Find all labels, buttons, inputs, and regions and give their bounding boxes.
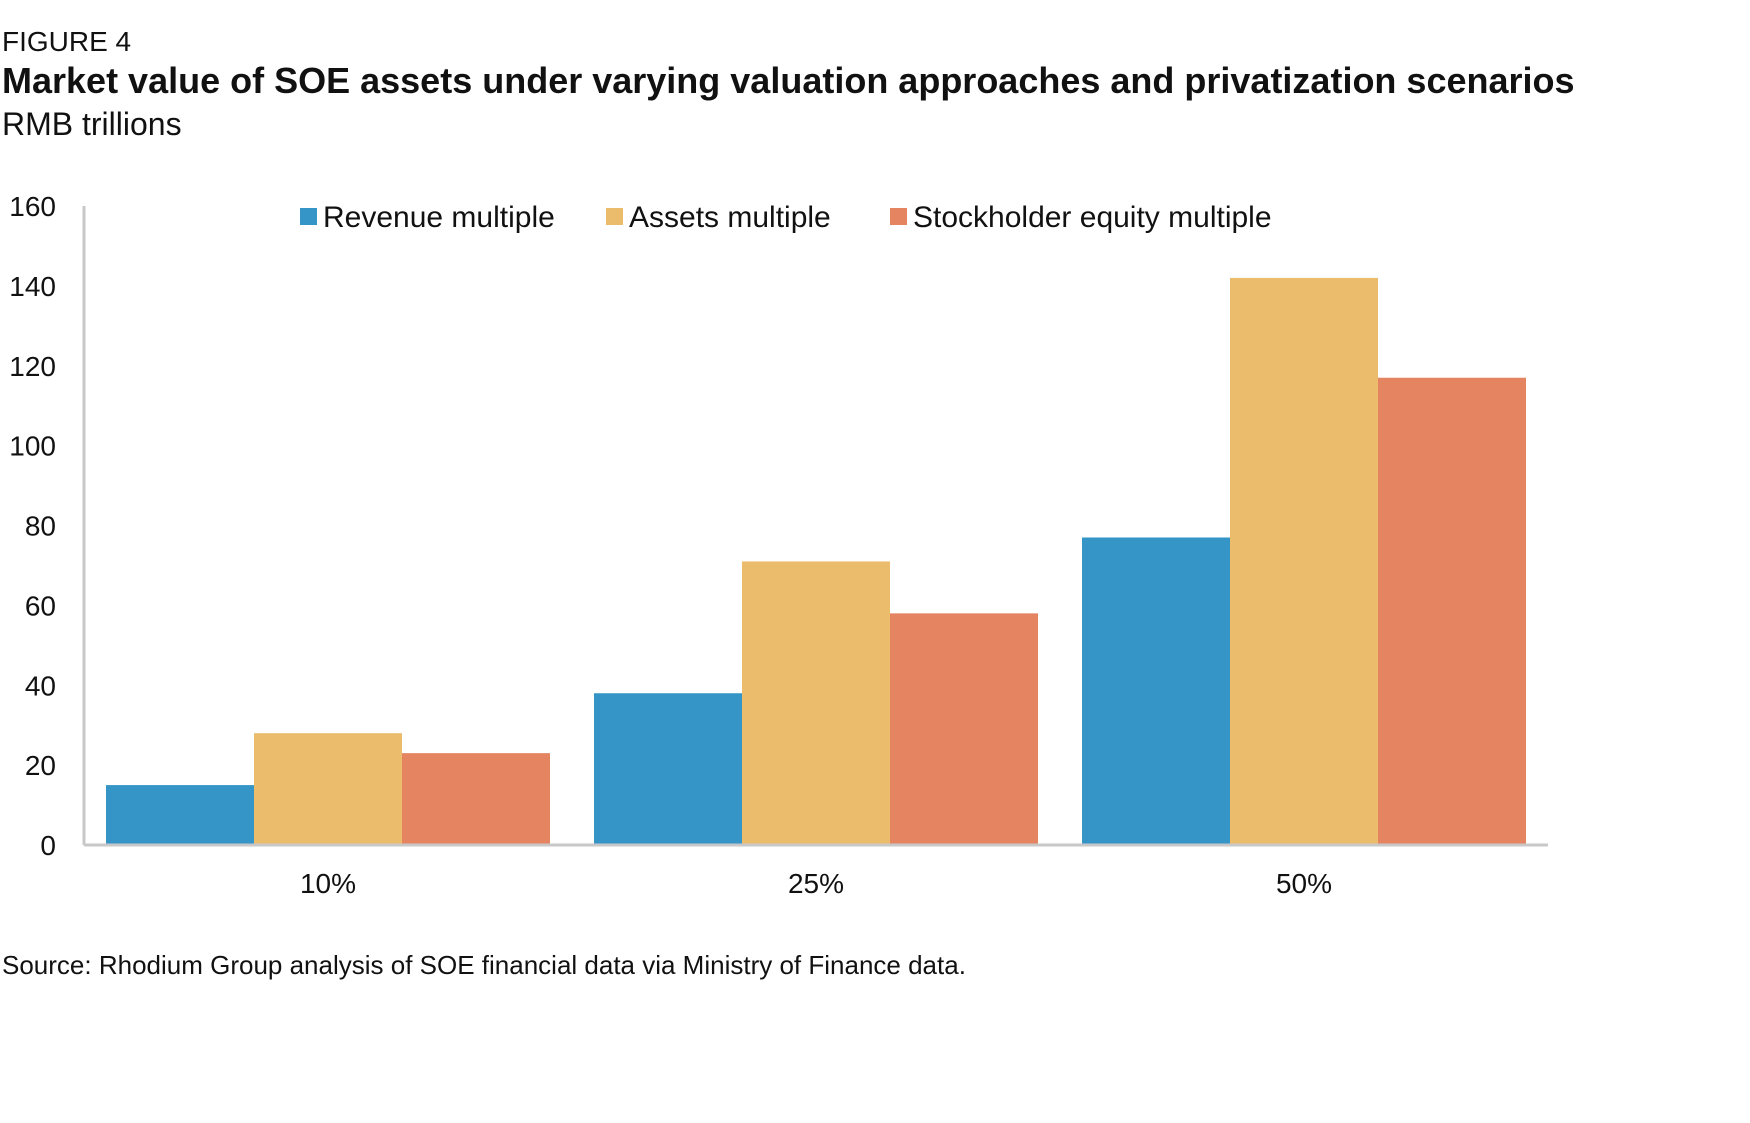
y-axis-ticks: 0 20 40 60 80 100 120 140 160 bbox=[9, 191, 56, 861]
bar-revenue-multiple-10pct bbox=[106, 785, 254, 845]
bar-assets-multiple-25pct bbox=[742, 561, 890, 845]
bars bbox=[106, 277, 1526, 845]
legend-swatch-revenue-multiple bbox=[300, 208, 317, 225]
y-tick-label: 120 bbox=[9, 351, 56, 382]
x-tick-label: 50% bbox=[1276, 868, 1332, 899]
x-tick-label: 25% bbox=[788, 868, 844, 899]
y-tick-label: 0 bbox=[40, 830, 56, 861]
legend-label-revenue-multiple: Revenue multiple bbox=[323, 201, 555, 234]
y-tick-label: 100 bbox=[9, 431, 56, 462]
y-tick-label: 20 bbox=[25, 750, 56, 781]
legend-label-assets-multiple: Assets multiple bbox=[629, 201, 831, 234]
y-tick-label: 140 bbox=[9, 271, 56, 302]
source-note: Source: Rhodium Group analysis of SOE fi… bbox=[2, 950, 966, 980]
bar-revenue-multiple-50pct bbox=[1082, 537, 1230, 845]
chart-subtitle: RMB trillions bbox=[2, 106, 182, 142]
x-axis-ticks: 10% 25% 50% bbox=[300, 868, 1332, 899]
bar-stockholder-equity-multiple-25pct bbox=[890, 613, 1038, 845]
bar-revenue-multiple-25pct bbox=[594, 693, 742, 845]
bar-assets-multiple-50pct bbox=[1230, 277, 1378, 845]
figure-label: FIGURE 4 bbox=[2, 26, 132, 57]
legend-label-stockholder-equity-multiple: Stockholder equity multiple bbox=[913, 201, 1272, 234]
y-tick-label: 60 bbox=[25, 590, 56, 621]
chart-title: Market value of SOE assets under varying… bbox=[2, 60, 1575, 101]
y-tick-label: 80 bbox=[25, 511, 56, 542]
bar-stockholder-equity-multiple-50pct bbox=[1378, 377, 1526, 845]
legend-swatch-assets-multiple bbox=[606, 208, 623, 225]
bar-stockholder-equity-multiple-10pct bbox=[402, 753, 550, 845]
y-tick-label: 160 bbox=[9, 191, 56, 222]
bar-assets-multiple-10pct bbox=[254, 733, 402, 845]
y-tick-label: 40 bbox=[25, 670, 56, 701]
legend-swatch-stockholder-equity-multiple bbox=[890, 208, 907, 225]
x-tick-label: 10% bbox=[300, 868, 356, 899]
legend: Revenue multiple Assets multiple Stockhold… bbox=[300, 201, 1272, 234]
